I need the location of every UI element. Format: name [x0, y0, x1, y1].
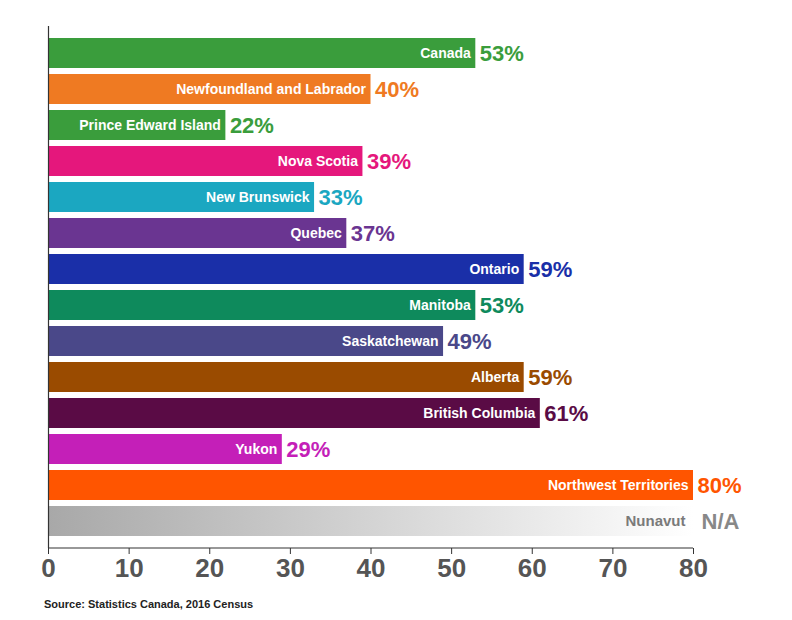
svg-text:Alberta: Alberta [471, 369, 519, 385]
svg-text:10: 10 [115, 553, 144, 583]
svg-text:Ontario: Ontario [469, 261, 519, 277]
svg-text:33%: 33% [319, 185, 363, 210]
svg-text:40: 40 [357, 553, 386, 583]
svg-text:39%: 39% [367, 149, 411, 174]
svg-text:20: 20 [195, 553, 224, 583]
svg-text:53%: 53% [480, 41, 524, 66]
svg-text:N/A: N/A [702, 509, 740, 534]
svg-text:Quebec: Quebec [290, 225, 342, 241]
html-text:Source: Statistics Canada, 201: Source: Statistics Canada, 2016 Census [44, 598, 254, 610]
svg-text:Nova Scotia: Nova Scotia [278, 153, 358, 169]
svg-text:22%: 22% [230, 113, 274, 138]
svg-text:59%: 59% [528, 257, 572, 282]
svg-text:Manitoba: Manitoba [409, 297, 471, 313]
svg-text:29%: 29% [286, 437, 330, 462]
svg-text:61%: 61% [544, 401, 588, 426]
svg-text:37%: 37% [351, 221, 395, 246]
svg-text:70: 70 [598, 553, 627, 583]
svg-text:60: 60 [518, 553, 547, 583]
svg-text:British Columbia: British Columbia [423, 405, 535, 421]
svg-text:Canada: Canada [420, 45, 471, 61]
svg-text:Saskatchewan: Saskatchewan [342, 333, 439, 349]
svg-text:30: 30 [276, 553, 305, 583]
svg-text:0: 0 [41, 553, 55, 583]
svg-text:Prince Edward Island: Prince Edward Island [79, 117, 221, 133]
svg-text:59%: 59% [528, 365, 572, 390]
svg-text:Northwest Territories: Northwest Territories [548, 477, 689, 493]
svg-text:Yukon: Yukon [235, 441, 277, 457]
svg-text:53%: 53% [480, 293, 524, 318]
svg-text:49%: 49% [448, 329, 492, 354]
svg-text:50: 50 [437, 553, 466, 583]
svg-text:New Brunswick: New Brunswick [206, 189, 310, 205]
svg-text:Nunavut: Nunavut [626, 512, 686, 529]
svg-text:Newfoundland and Labrador: Newfoundland and Labrador [176, 81, 366, 97]
svg-text:80%: 80% [698, 473, 742, 498]
svg-text:40%: 40% [375, 77, 419, 102]
svg-text:80: 80 [679, 553, 708, 583]
